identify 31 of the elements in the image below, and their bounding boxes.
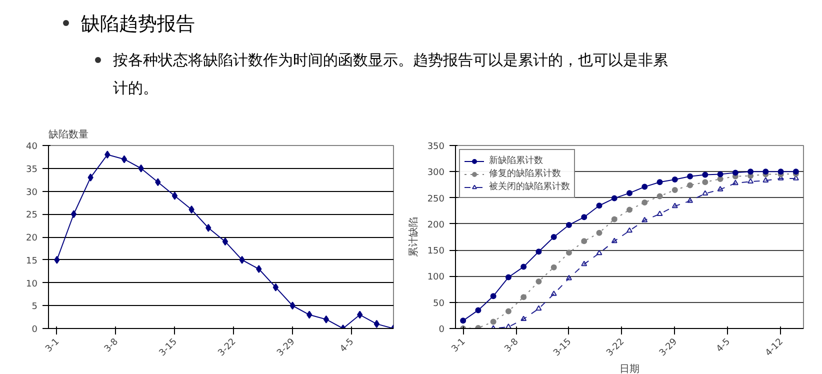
y-tick-label: 0 — [438, 325, 445, 335]
y-tick-label: 40 — [26, 142, 38, 152]
x-tick-label: 3-1 — [44, 337, 62, 354]
y-tick-label: 15 — [26, 256, 38, 266]
x-tick-label: 4-5 — [714, 337, 732, 354]
legend-label: 修复的缺陷累计数 — [489, 168, 561, 180]
y-tick-label: 30 — [26, 188, 38, 198]
legend-label: 新缺陷累计数 — [489, 154, 543, 167]
y-tick-label: 300 — [427, 168, 445, 178]
y-tick-label: 20 — [26, 234, 38, 244]
y-tick-label: 0 — [32, 325, 38, 335]
y-tick-label: 350 — [427, 142, 445, 152]
x-tick-label: 3-1 — [450, 337, 468, 354]
x-axis-title: 日期 — [620, 362, 640, 374]
y-tick-label: 5 — [32, 302, 38, 312]
y-tick-label: 200 — [427, 220, 445, 230]
chart-title: 缺陷趋势报告 — [81, 12, 196, 37]
legend-label: 被关闭的缺陷累计数 — [489, 180, 570, 193]
y-tick-label: 35 — [26, 164, 38, 175]
x-tick-label: 4-5 — [338, 337, 356, 354]
chart-subtitle: 按各种状态将缺陷计数作为时间的函数显示。趋势报告可以是累计的，也可以是非累计的。 — [113, 50, 669, 100]
y-tick-label: 150 — [427, 246, 445, 257]
y-axis-title: 累计缺陷 — [407, 217, 420, 257]
y-axis-title: 缺陷数量 — [48, 128, 88, 140]
y-tick-label: 50 — [433, 298, 445, 309]
y-tick-label: 25 — [26, 210, 38, 221]
x-tick-label: 3-8 — [102, 336, 121, 354]
y-tick-label: 100 — [427, 272, 445, 283]
y-tick-label: 250 — [427, 194, 445, 204]
y-tick-label: 10 — [26, 279, 38, 290]
x-tick-label: 3-8 — [503, 336, 521, 354]
